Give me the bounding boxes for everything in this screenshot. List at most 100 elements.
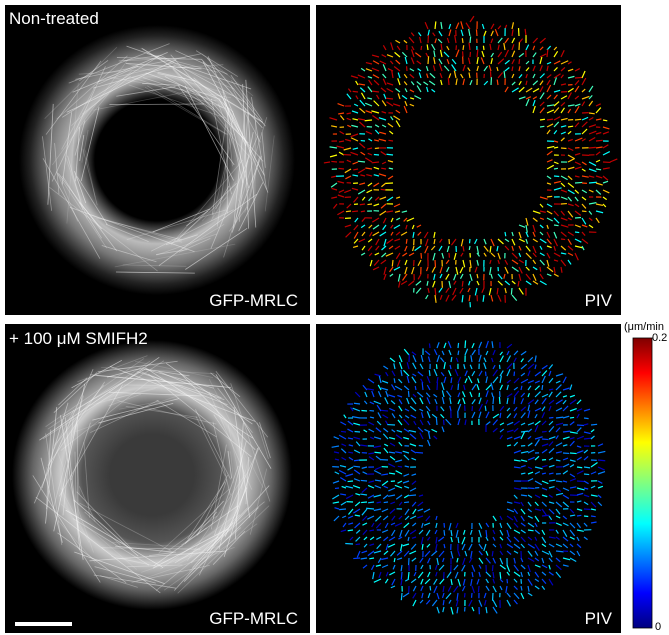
vector [436, 364, 437, 369]
vector [388, 140, 393, 141]
vector [542, 431, 547, 432]
vector [575, 77, 583, 78]
vector [394, 378, 395, 383]
vector [490, 71, 491, 78]
vector [458, 384, 459, 390]
vector [497, 80, 498, 85]
panel-label: GFP-MRLC [209, 291, 298, 310]
vector [331, 161, 337, 162]
vector [408, 495, 416, 496]
vector [500, 413, 501, 418]
vector [589, 113, 595, 114]
vector [492, 551, 493, 556]
vector [394, 558, 395, 562]
vector [361, 502, 367, 503]
vector [462, 38, 463, 43]
vector [377, 502, 381, 503]
vector [561, 239, 565, 240]
vector [360, 204, 365, 205]
vector [428, 56, 429, 64]
vector [584, 474, 589, 475]
panel-title: + 100 μM SMIFH2 [9, 329, 148, 348]
vector [561, 148, 566, 149]
vector [493, 396, 494, 404]
vector [499, 365, 500, 369]
vector [486, 530, 487, 537]
vector [476, 29, 477, 36]
vector [512, 66, 513, 71]
vector [365, 120, 372, 121]
vector [568, 126, 573, 127]
vector [584, 418, 589, 419]
panel [316, 5, 621, 315]
vector [577, 515, 581, 516]
vector [469, 246, 470, 250]
vector [584, 516, 588, 517]
vector [519, 59, 520, 64]
vector [485, 372, 486, 376]
figure: Non-treated GFP-MRLC PIV + 100 μM SMIFH2… [0, 0, 669, 635]
vector [575, 232, 579, 233]
vector [401, 593, 402, 600]
vector [577, 481, 584, 482]
vector [485, 406, 486, 411]
vector [589, 182, 597, 183]
colorbar [633, 338, 652, 628]
vector [582, 211, 586, 212]
vector [499, 397, 500, 404]
vector [422, 382, 423, 390]
vector [348, 452, 353, 453]
vector [348, 530, 353, 531]
vector [451, 377, 452, 383]
vector [339, 509, 346, 510]
vector [372, 162, 379, 163]
vector [427, 44, 428, 50]
vector [478, 586, 479, 592]
vector [353, 466, 360, 467]
vector [465, 340, 466, 348]
vector [429, 343, 430, 348]
vector [358, 161, 365, 162]
vector [354, 460, 360, 461]
vector [554, 225, 559, 226]
vector [458, 351, 459, 355]
vector [575, 217, 581, 218]
vector [384, 502, 388, 503]
vector [547, 49, 548, 57]
panel-label: PIV [585, 609, 613, 628]
vector [356, 544, 360, 545]
vector [353, 91, 358, 92]
vector [374, 452, 381, 453]
vector [540, 126, 544, 127]
vector [591, 424, 597, 425]
vector [556, 481, 562, 482]
vector [514, 372, 515, 376]
colorbar-max: 0.2 [652, 332, 667, 344]
vector [435, 288, 436, 295]
vector [429, 370, 430, 376]
vector [386, 98, 393, 99]
vector [354, 403, 360, 404]
vector [483, 46, 484, 50]
vector [591, 516, 596, 517]
vector [575, 119, 581, 120]
vector [401, 572, 402, 580]
vector [406, 239, 407, 244]
vector [348, 481, 353, 482]
vector [381, 189, 386, 190]
vector [547, 196, 552, 197]
vector [596, 169, 601, 170]
vector [542, 515, 549, 516]
vector [404, 502, 409, 503]
vector [577, 467, 582, 468]
vector [451, 357, 452, 362]
vector [387, 154, 393, 155]
vector [369, 558, 374, 559]
vector [353, 558, 360, 559]
vector [361, 211, 365, 212]
vector [416, 452, 423, 453]
vector [596, 140, 603, 141]
vector [352, 211, 358, 212]
vector [436, 418, 437, 425]
vector [540, 119, 545, 120]
